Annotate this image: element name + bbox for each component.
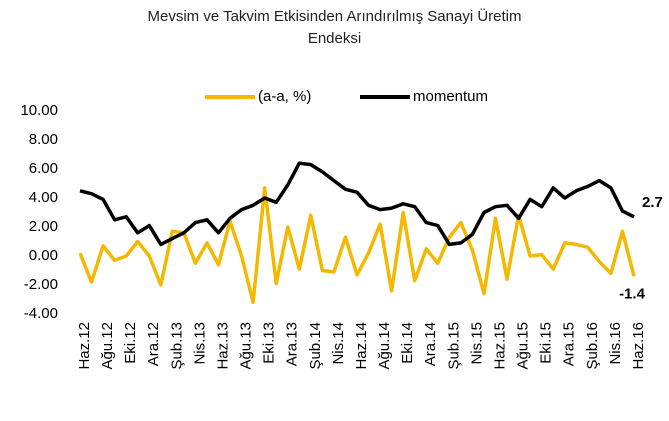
x-tick-label: Haz.16 xyxy=(630,322,647,370)
legend-label: momentum xyxy=(413,88,488,105)
y-tick-label: 8.00 xyxy=(29,131,58,148)
x-tick-label: Ara.12 xyxy=(145,322,162,366)
y-tick-label: 6.00 xyxy=(29,160,58,177)
x-tick-label: Ağu.14 xyxy=(376,322,393,370)
y-tick-label: 10.00 xyxy=(20,102,58,119)
series-line xyxy=(78,186,636,305)
x-tick-label: Şub.16 xyxy=(584,322,601,370)
x-tick-label: Ağu.13 xyxy=(238,322,255,370)
x-tick-label: Haz.15 xyxy=(491,322,508,370)
y-tick-label: 2.00 xyxy=(29,218,58,235)
legend-label: (a-a, %) xyxy=(258,88,311,105)
x-tick-label: Nis.16 xyxy=(607,322,624,365)
x-tick-label: Şub.14 xyxy=(307,322,324,370)
x-tick-label: Eki.12 xyxy=(122,322,139,364)
y-tick-label: -4.00 xyxy=(24,305,58,322)
x-tick-label: Şub.15 xyxy=(445,322,462,370)
x-tick-label: Eki.13 xyxy=(261,322,278,364)
x-tick-label: Ara.14 xyxy=(422,322,439,366)
x-tick-label: Nis.13 xyxy=(191,322,208,365)
x-tick-label: Eki.15 xyxy=(538,322,555,364)
chart-title-box: Mevsim ve Takvim Etkisinden Arındırılmış… xyxy=(0,6,669,50)
chart-title: Mevsim ve Takvim Etkisinden Arındırılmış… xyxy=(147,8,522,47)
x-tick-label: Ara.13 xyxy=(284,322,301,366)
series-line xyxy=(79,161,635,247)
x-tick-label: Ara.15 xyxy=(561,322,578,366)
x-tick-label: Nis.15 xyxy=(468,322,485,365)
x-tick-label: Şub.13 xyxy=(168,322,185,370)
y-tick-label: -2.00 xyxy=(24,276,58,293)
x-tick-label: Haz.13 xyxy=(214,322,231,370)
x-tick-label: Ağu.15 xyxy=(515,322,532,370)
x-tick-label: Haz.14 xyxy=(353,322,370,370)
x-tick-label: Eki.14 xyxy=(399,322,416,364)
y-tick-label: 4.00 xyxy=(29,189,58,206)
end-value-label: 2.7 xyxy=(642,194,663,211)
x-tick-label: Haz.12 xyxy=(76,322,93,370)
x-tick-label: Nis.14 xyxy=(330,322,347,365)
x-tick-label: Ağu.12 xyxy=(99,322,116,370)
y-tick-label: 0.00 xyxy=(29,247,58,264)
end-value-label: -1.4 xyxy=(619,285,646,302)
